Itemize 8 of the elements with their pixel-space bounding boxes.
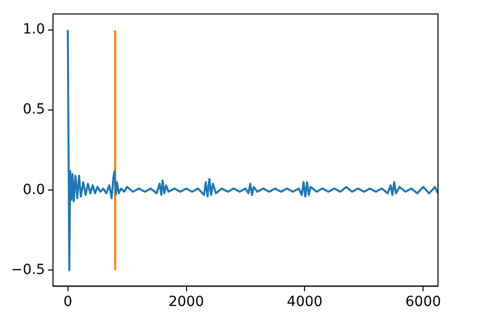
x-tick-label: 0 — [63, 294, 72, 310]
x-tick-label: 2000 — [168, 294, 204, 310]
x-tick-label: 6000 — [405, 294, 442, 310]
y-tick-label: 0.5 — [22, 102, 45, 118]
y-tick-label: −0.5 — [10, 262, 45, 278]
x-tick-label: 4000 — [286, 294, 323, 310]
y-tick-label: 0.0 — [22, 182, 45, 198]
y-tick-label: 1.0 — [22, 22, 45, 38]
